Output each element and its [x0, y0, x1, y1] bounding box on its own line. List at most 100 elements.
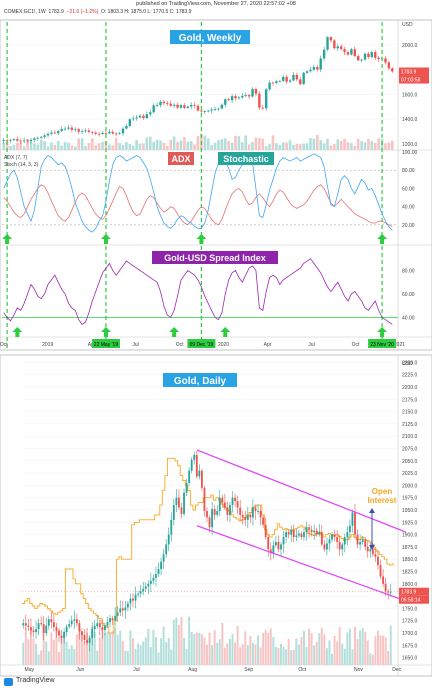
daily-volume-bar — [75, 634, 78, 665]
daily-volume-bar — [387, 650, 390, 665]
weekly-candle — [46, 133, 50, 136]
weekly-volume-bar — [254, 137, 258, 150]
spread-title-bg — [152, 251, 278, 264]
weekly-candle — [295, 74, 299, 80]
daily-volume-bar — [223, 647, 226, 665]
weekly-volume-bar — [196, 135, 200, 150]
weekly-volume-bar — [80, 138, 84, 150]
weekly-candle — [67, 127, 70, 129]
daily-volume-bar — [42, 625, 45, 665]
daily-volume-bar — [177, 625, 180, 665]
daily-candle — [374, 554, 377, 557]
weekly-candle — [132, 118, 135, 120]
daily-volume-bar — [269, 628, 272, 665]
daily-volume-bar — [361, 628, 364, 665]
daily-y-tick-label: 1875.0 — [402, 545, 418, 551]
weekly-candle — [87, 130, 91, 132]
daily-volume-bar — [132, 638, 134, 665]
daily-y-tick-label: 2100.0 — [402, 434, 418, 440]
daily-y-tick-label: 2125.0 — [402, 422, 418, 428]
daily-candle — [218, 497, 221, 511]
daily-candle — [70, 620, 73, 625]
weekly-countdown-bg — [399, 75, 429, 84]
symbol-line: COMEX:GC1!, 1W 1783.9 −21.6 (−1.2%) O: 1… — [4, 9, 191, 15]
osc-signal-arrow-2 — [196, 234, 207, 244]
weekly-volume-bar — [97, 143, 101, 150]
daily-volume-bar — [246, 645, 249, 665]
daily-candle — [264, 524, 267, 538]
weekly-candle — [125, 125, 128, 129]
daily-candle — [193, 454, 196, 460]
weekly-volume-bar — [264, 146, 268, 150]
daily-volume-bar — [241, 644, 244, 665]
weekly-candle — [207, 110, 210, 112]
weekly-volume-bar — [121, 144, 125, 150]
weekly-candle — [343, 49, 346, 53]
weekly-candle — [312, 67, 316, 70]
daily-candle — [88, 637, 91, 643]
daily-volume-bar — [170, 649, 173, 665]
daily-volume-bar — [376, 630, 379, 665]
daily-candle — [213, 509, 216, 515]
spread-y-tick-label: 40.00 — [402, 315, 415, 321]
weekly-candle — [285, 76, 288, 82]
weekly-volume-bar — [142, 143, 145, 150]
weekly-volume-bar — [220, 139, 224, 150]
weekly-candle — [271, 82, 275, 84]
daily-volume-bar — [114, 627, 117, 665]
daily-volume-bar — [50, 632, 53, 665]
weekly-candle — [322, 49, 326, 59]
weekly-volume-bar — [268, 144, 271, 150]
daily-volume-bar — [183, 637, 186, 665]
daily-volume-bar — [236, 625, 239, 665]
weekly-volume-bar — [84, 145, 87, 150]
daily-volume-bar — [338, 627, 341, 665]
daily-candle — [170, 519, 173, 535]
weekly-volume-bar — [162, 142, 166, 150]
open-interest-line — [22, 457, 395, 634]
daily-volume-bar — [147, 629, 150, 665]
weekly-volume-bar — [176, 141, 179, 150]
daily-candle — [101, 627, 104, 631]
daily-volume-bar — [152, 629, 155, 665]
daily-candle — [223, 502, 226, 508]
daily-y-tick-label: 1700.0 — [402, 631, 418, 637]
weekly-volume-bar — [63, 141, 67, 150]
daily-x-tick-label: Oct — [298, 667, 306, 673]
weekly-volume-bar — [16, 143, 19, 150]
weekly-candle — [363, 53, 367, 60]
weekly-volume-bar — [166, 145, 169, 150]
weekly-volume-bar — [373, 142, 377, 150]
daily-candle — [175, 497, 178, 506]
weekly-candle — [186, 106, 189, 108]
daily-candle — [200, 470, 203, 488]
daily-y-tick-label: 2200.0 — [402, 385, 418, 391]
weekly-candle — [97, 133, 101, 135]
weekly-candle — [179, 105, 183, 108]
daily-candle — [165, 544, 168, 555]
weekly-candle — [169, 103, 172, 106]
daily-candle — [73, 619, 76, 621]
open-interest-annotation-line2: Interest — [368, 496, 397, 505]
weekly-candle — [261, 107, 264, 109]
daily-volume-bar — [292, 649, 295, 665]
weekly-candle — [329, 37, 333, 41]
daily-unit-label: USD — [402, 361, 413, 367]
daily-candle — [134, 594, 137, 601]
daily-volume-bar — [213, 630, 216, 665]
daily-candle — [292, 529, 295, 538]
osc-y-tick-label: 60.00 — [402, 186, 415, 192]
daily-candle — [183, 492, 185, 514]
weekly-x-tick-label: Oct — [0, 342, 8, 348]
daily-candle — [114, 615, 117, 621]
daily-volume-bar — [206, 644, 208, 665]
daily-candle — [377, 556, 379, 566]
daily-candle — [78, 623, 81, 632]
weekly-price-badge: 1783.9 — [401, 70, 417, 76]
daily-y-tick-label: 1950.0 — [402, 508, 418, 514]
daily-candle — [55, 627, 58, 631]
daily-candle — [58, 630, 60, 636]
daily-candle — [152, 577, 155, 581]
daily-volume-bar — [144, 637, 147, 665]
weekly-volume-bar — [118, 142, 121, 150]
